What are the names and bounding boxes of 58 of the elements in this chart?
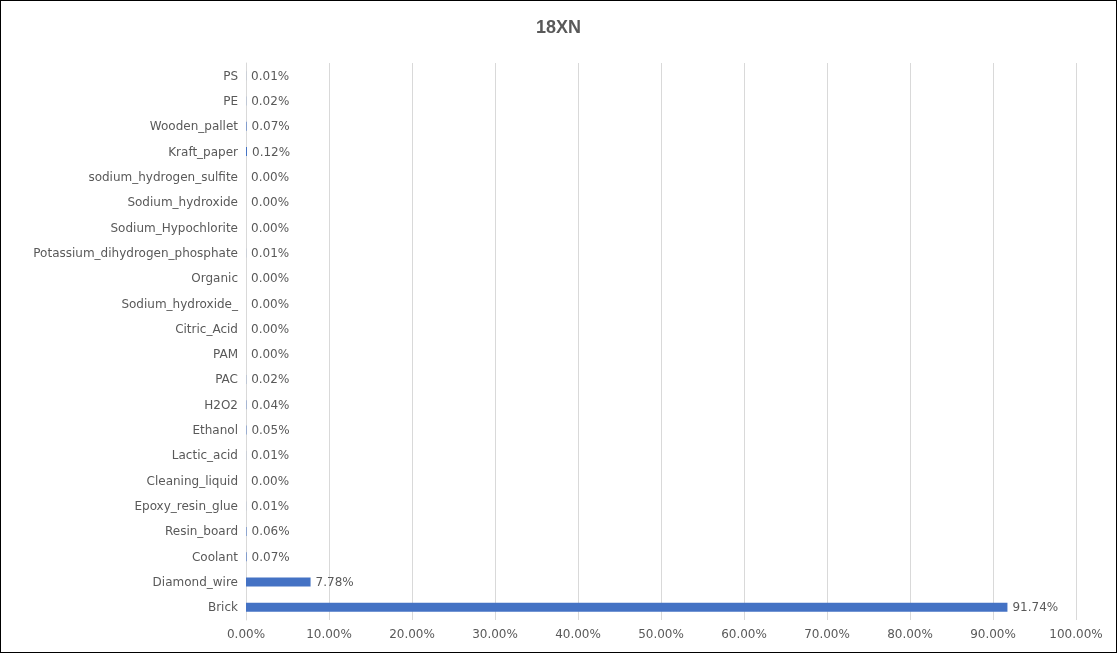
y-tick-label: Lactic_acid: [171, 448, 238, 463]
data-label: 0.00%: [251, 220, 290, 235]
y-tick-label: Coolant: [191, 549, 239, 564]
data-label: 0.01%: [251, 68, 290, 83]
y-tick-label: PAC: [215, 372, 238, 387]
bar: [246, 577, 311, 587]
data-label: 0.01%: [251, 245, 290, 260]
y-tick-label: Sodium_hydroxide: [127, 195, 238, 210]
data-label: 0.00%: [251, 195, 290, 210]
y-tick-label: Brick: [207, 600, 239, 615]
y-tick-label: Diamond_wire: [152, 575, 238, 590]
x-tick-label: 50.00%: [638, 627, 684, 641]
x-tick-label: 100.00%: [1049, 627, 1103, 641]
y-tick-label: Kraft_paper: [168, 144, 239, 159]
y-tick-label: H2O2: [204, 397, 238, 412]
data-label: 0.00%: [251, 321, 290, 336]
data-label: 0.00%: [251, 271, 290, 286]
x-tick-label: 60.00%: [721, 627, 767, 641]
data-label: 0.04%: [251, 397, 290, 412]
data-label: 0.07%: [251, 119, 290, 134]
x-tick-label: 30.00%: [472, 627, 518, 641]
data-label: 91.74%: [1012, 600, 1059, 615]
chart-title: 18XN: [535, 17, 582, 37]
data-label: 0.12%: [252, 144, 291, 159]
data-label: 0.02%: [251, 93, 290, 108]
y-tick-label: Epoxy_resin_glue: [134, 499, 238, 514]
y-tick-label: Ethanol: [192, 423, 238, 438]
x-tick-label: 90.00%: [970, 627, 1016, 641]
y-tick-label: Cleaning_liquid: [146, 473, 238, 488]
x-tick-label: 70.00%: [804, 627, 850, 641]
x-tick-label: 80.00%: [887, 627, 933, 641]
y-tick-label: Sodium_Hypochlorite: [110, 220, 238, 235]
data-label: 0.00%: [251, 347, 290, 362]
x-tick-label: 0.00%: [226, 627, 266, 641]
y-tick-label: PE: [223, 93, 238, 108]
data-label: 0.00%: [251, 169, 290, 184]
data-label: 0.02%: [251, 372, 290, 387]
x-tick-label: 20.00%: [389, 627, 435, 641]
data-label: 0.00%: [251, 296, 290, 311]
data-label: 0.01%: [251, 499, 290, 514]
y-tick-label: Resin_board: [164, 524, 238, 539]
y-tick-label: Wooden_pallet: [149, 119, 239, 134]
y-tick-label: PS: [223, 68, 238, 83]
data-label: 0.06%: [251, 524, 290, 539]
data-label: 0.00%: [251, 473, 290, 488]
y-tick-label: Sodium_hydroxide_: [121, 296, 239, 311]
x-tick-label: 40.00%: [555, 627, 601, 641]
data-label: 0.07%: [251, 549, 290, 564]
y-tick-label: sodium_hydrogen_sulfite: [88, 169, 238, 184]
data-label: 0.01%: [251, 448, 290, 463]
y-tick-label: Potassium_dihydrogen_phosphate: [33, 245, 238, 260]
data-label: 0.05%: [251, 423, 290, 438]
data-label: 7.78%: [315, 575, 354, 590]
y-tick-label: Organic: [191, 271, 238, 286]
y-tick-label: PAM: [212, 347, 238, 362]
bar: [246, 602, 1008, 612]
y-tick-label: Citric_Acid: [175, 321, 238, 336]
x-tick-label: 10.00%: [306, 627, 352, 641]
